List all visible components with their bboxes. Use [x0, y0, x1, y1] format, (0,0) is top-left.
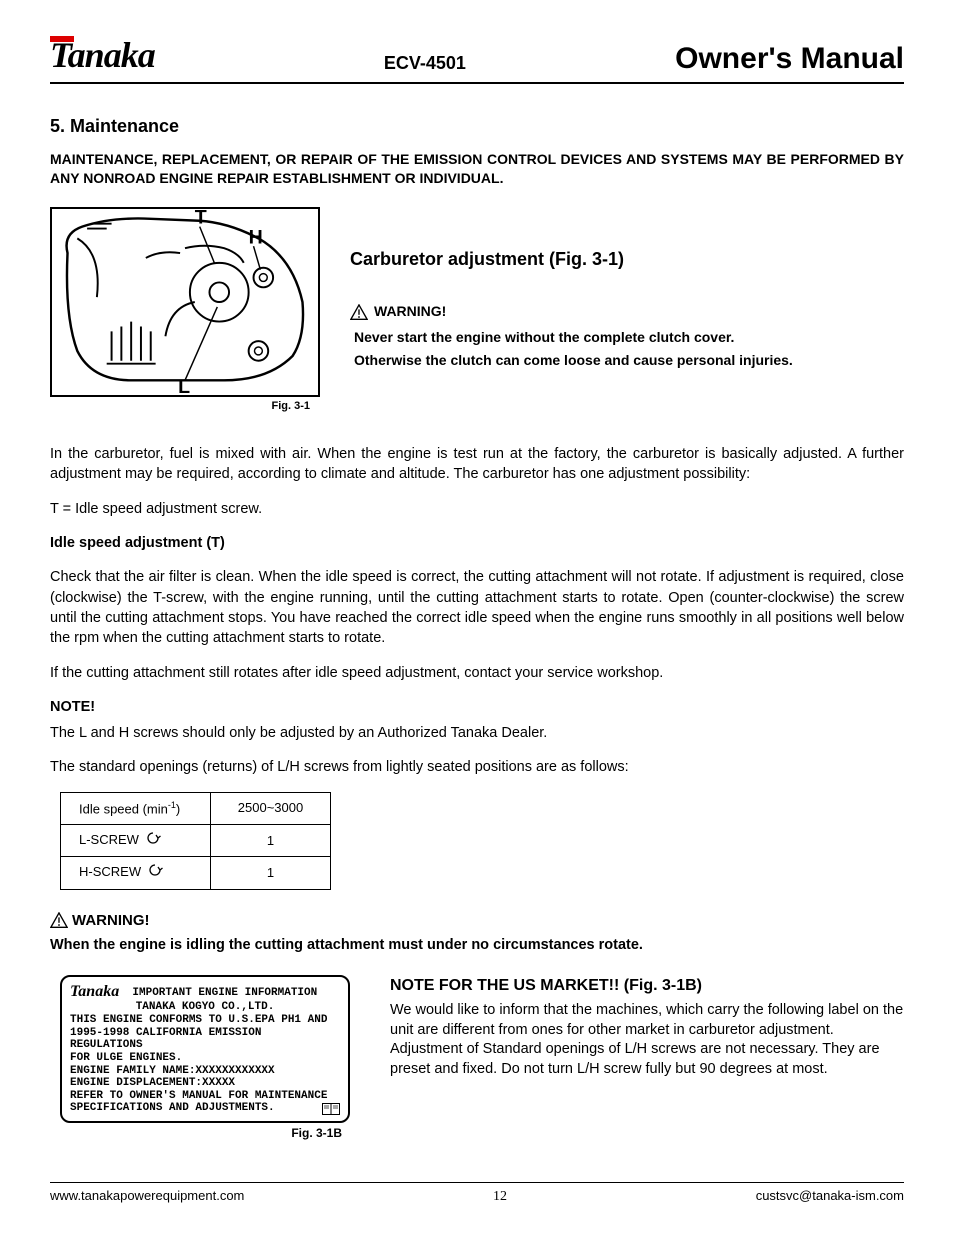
- plate-line2: 1995-1998 CALIFORNIA EMISSION REGULATION…: [70, 1027, 340, 1052]
- carburetor-column: Carburetor adjustment (Fig. 3-1) WARNING…: [350, 207, 904, 371]
- plate-logo: Tanaka: [70, 983, 119, 1001]
- engine-label-plate: Tanaka IMPORTANT ENGINE INFORMATION TANA…: [60, 975, 350, 1123]
- plate-company: TANAKA KOGYO CO.,LTD.: [70, 1001, 340, 1014]
- figure-3-1b-container: Tanaka IMPORTANT ENGINE INFORMATION TANA…: [60, 975, 350, 1142]
- section-title-text: Maintenance: [70, 116, 179, 136]
- manual-icon: [322, 1103, 340, 1115]
- us-market-column: NOTE FOR THE US MARKET!! (Fig. 3-1B) We …: [390, 975, 904, 1080]
- us-market-row: Tanaka IMPORTANT ENGINE INFORMATION TANA…: [50, 975, 904, 1142]
- note-line-1: The L and H screws should only be adjust…: [50, 723, 904, 743]
- page-footer: www.tanakapowerequipment.com 12 custsvc@…: [50, 1182, 904, 1207]
- section-number: 5.: [50, 116, 65, 136]
- table-cell-value: 1: [211, 857, 331, 889]
- footer-url: www.tanakapowerequipment.com: [50, 1187, 244, 1207]
- emission-notice: MAINTENANCE, REPLACEMENT, OR REPAIR OF T…: [50, 150, 904, 189]
- plate-line1: THIS ENGINE CONFORMS TO U.S.EPA PH1 AND: [70, 1014, 340, 1027]
- section-heading: 5. Maintenance: [50, 114, 904, 139]
- us-market-body: We would like to inform that the machine…: [390, 1001, 904, 1079]
- label-T: T: [195, 209, 207, 229]
- label-H: H: [249, 226, 263, 248]
- plate-line4: ENGINE FAMILY NAME:XXXXXXXXXXXX: [70, 1065, 340, 1078]
- carburetor-heading: Carburetor adjustment (Fig. 3-1): [350, 247, 904, 272]
- figure-and-carb-row: T H L Fig. 3-1 Carburetor adjustment (Fi…: [50, 207, 904, 414]
- figure-3-1: T H L: [50, 207, 320, 397]
- brand-logo: Tanaka: [50, 30, 155, 80]
- model-number: ECV-4501: [175, 51, 675, 80]
- warning-icon: [50, 912, 68, 928]
- table-cell-label: L-SCREW: [61, 825, 211, 857]
- warning-body-2: Otherwise the clutch can come loose and …: [350, 351, 904, 371]
- plate-title: IMPORTANT ENGINE INFORMATION: [132, 987, 317, 999]
- figure-3-1-container: T H L Fig. 3-1: [50, 207, 320, 414]
- table-row: Idle speed (min-1)2500~3000: [61, 792, 331, 825]
- plate-line3: FOR ULGE ENGINES.: [70, 1052, 340, 1065]
- table-row: L-SCREW1: [61, 825, 331, 857]
- screw-table: Idle speed (min-1)2500~3000L-SCREW1H-SCR…: [60, 792, 331, 890]
- carburetor-diagram-svg: T H L: [52, 209, 318, 395]
- idle-contact: If the cutting attachment still rotates …: [50, 663, 904, 683]
- us-market-heading: NOTE FOR THE US MARKET!! (Fig. 3-1B): [390, 975, 904, 997]
- plate-line7: SPECIFICATIONS AND ADJUSTMENTS.: [70, 1102, 340, 1115]
- t-definition: T = Idle speed adjustment screw.: [50, 499, 904, 519]
- warning2-row: WARNING!: [50, 910, 904, 931]
- page-header: Tanaka ECV-4501 Owner's Manual: [50, 30, 904, 84]
- plate-line6: REFER TO OWNER'S MANUAL FOR MAINTENANCE: [70, 1090, 340, 1103]
- intro-paragraph: In the carburetor, fuel is mixed with ai…: [50, 444, 904, 485]
- warning-body-1: Never start the engine without the compl…: [350, 328, 904, 348]
- plate-line5: ENGINE DISPLACEMENT:XXXXX: [70, 1077, 340, 1090]
- table-cell-value: 1: [211, 825, 331, 857]
- idle-speed-heading: Idle speed adjustment (T): [50, 533, 904, 553]
- page-number: 12: [493, 1187, 507, 1207]
- warning-icon: [350, 304, 368, 320]
- warning2-label: WARNING!: [72, 910, 150, 931]
- table-cell-label: Idle speed (min-1): [61, 792, 211, 825]
- warning-label: WARNING!: [374, 302, 446, 322]
- note-line-2: The standard openings (returns) of L/H s…: [50, 757, 904, 777]
- note-label: NOTE!: [50, 697, 904, 717]
- table-cell-value: 2500~3000: [211, 792, 331, 825]
- figure-3-1-caption: Fig. 3-1: [50, 399, 320, 414]
- table-row: H-SCREW1: [61, 857, 331, 889]
- footer-email: custsvc@tanaka-ism.com: [756, 1187, 904, 1207]
- idle-speed-body: Check that the air filter is clean. When…: [50, 567, 904, 648]
- table-cell-label: H-SCREW: [61, 857, 211, 889]
- label-L: L: [178, 376, 190, 395]
- figure-3-1b-caption: Fig. 3-1B: [60, 1125, 350, 1142]
- document-title: Owner's Manual: [675, 38, 904, 80]
- warning-row: WARNING!: [350, 302, 904, 322]
- warning2-body: When the engine is idling the cutting at…: [50, 935, 904, 955]
